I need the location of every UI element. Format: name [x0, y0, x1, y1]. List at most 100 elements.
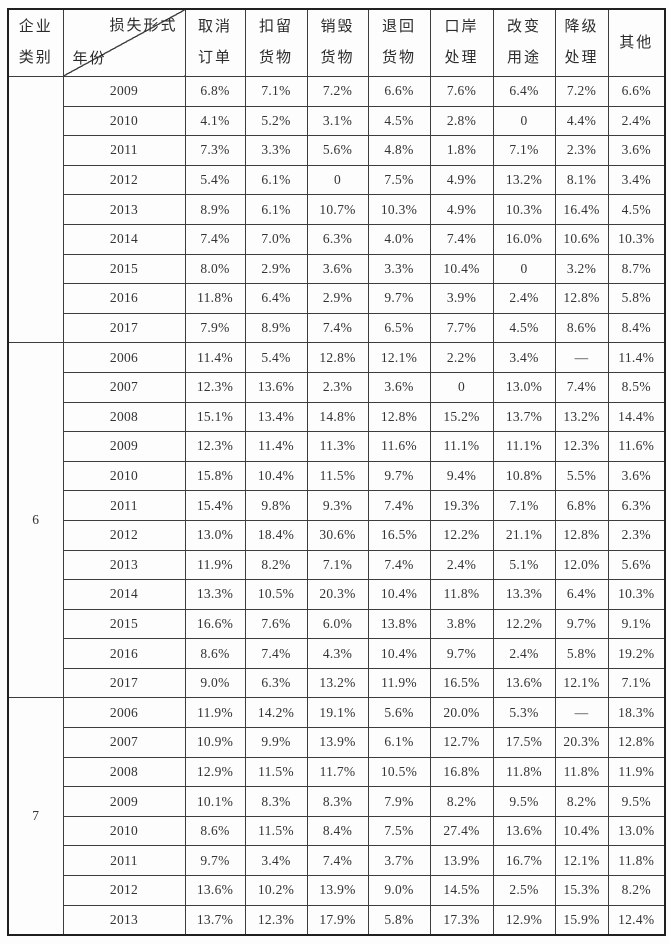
- value-cell: 13.4%: [244, 401, 308, 433]
- year-cell: 2007: [62, 727, 186, 758]
- table-row: 2014 13.3% 10.5% 20.3% 10.4% 11.8% 13.3% 6.4% 10…: [8, 579, 666, 610]
- col-header-return-goods: 退回 货物: [367, 8, 431, 77]
- value-cell: 6.4%: [492, 76, 556, 107]
- category-cell: [7, 75, 64, 344]
- value-cell: 16.4%: [554, 194, 609, 225]
- value-cell: 11.9%: [184, 697, 246, 729]
- value-cell: —: [554, 697, 609, 729]
- value-cell: 2.3%: [554, 135, 609, 166]
- value-cell: 2.4%: [429, 549, 494, 581]
- value-cell: 12.2%: [429, 519, 494, 551]
- value-cell: 7.6%: [244, 608, 308, 640]
- header-label: 降级: [564, 19, 599, 35]
- value-cell: 7.2%: [554, 76, 609, 107]
- value-cell: 11.4%: [607, 342, 666, 373]
- value-cell: 12.9%: [492, 904, 556, 936]
- value-cell: 5.4%: [244, 342, 308, 373]
- value-cell: 13.0%: [492, 371, 556, 403]
- value-cell: 9.7%: [367, 283, 431, 314]
- value-cell: 8.5%: [607, 371, 666, 403]
- value-cell: 12.3%: [554, 431, 609, 462]
- header-label: 企业: [18, 19, 53, 35]
- value-cell: 19.3%: [429, 490, 494, 521]
- value-cell: 9.7%: [367, 460, 431, 492]
- value-cell: 7.1%: [607, 667, 666, 699]
- value-cell: 5.8%: [607, 283, 666, 314]
- value-cell: 14.8%: [306, 401, 369, 433]
- value-cell: 12.8%: [306, 342, 369, 373]
- year-cell: 2010: [62, 815, 186, 847]
- value-cell: 9.7%: [184, 845, 246, 877]
- value-cell: 8.6%: [554, 312, 609, 344]
- value-cell: 10.4%: [367, 638, 431, 669]
- value-cell: 12.8%: [554, 519, 609, 551]
- col-header-port-disposal: 口岸 处理: [429, 8, 494, 77]
- category-cell: 7: [7, 697, 64, 936]
- table-row: 6 2006 11.4% 5.4% 12.8% 12.1% 2.2% 3.4% —11.4%: [7, 342, 666, 699]
- value-cell: 5.2%: [244, 105, 308, 137]
- header-label: 其他: [619, 34, 654, 51]
- table-row: 2012 13.6% 10.2% 13.9% 9.0% 14.5% 2.5% 15.3% 8.2…: [8, 875, 666, 906]
- value-cell: 12.8%: [367, 401, 431, 433]
- value-cell: 7.4%: [244, 638, 308, 669]
- value-cell: 6.8%: [184, 76, 246, 107]
- value-cell: 15.1%: [184, 401, 246, 433]
- value-cell: 9.5%: [607, 786, 666, 817]
- value-cell: 10.2%: [244, 875, 308, 906]
- table-row: 2012 13.0% 18.4% 30.6% 16.5% 12.2% 21.1% 12.8% 2…: [8, 519, 666, 551]
- value-cell: 0: [429, 371, 494, 403]
- value-cell: 4.4%: [554, 105, 609, 137]
- value-cell: 13.9%: [429, 845, 494, 877]
- table-row: 2008 15.1% 13.4% 14.8% 12.8% 15.2% 13.7% 13.2% 1…: [8, 401, 666, 433]
- value-cell: 6.6%: [607, 76, 666, 107]
- value-cell: 5.6%: [306, 135, 369, 166]
- value-cell: 4.0%: [367, 223, 431, 255]
- value-cell: 7.2%: [306, 76, 369, 107]
- value-cell: 8.7%: [607, 253, 666, 285]
- table-row: 2007 10.9% 9.9% 13.9% 6.1% 12.7% 17.5% 20.3% 12.…: [8, 727, 666, 758]
- value-cell: 17.5%: [492, 727, 556, 758]
- value-cell: 4.9%: [429, 164, 494, 196]
- value-cell: 13.9%: [306, 875, 369, 906]
- value-cell: 16.5%: [367, 519, 431, 551]
- value-cell: 15.3%: [554, 875, 609, 906]
- value-cell: 10.4%: [429, 253, 494, 285]
- year-cell: 2012: [62, 164, 186, 196]
- table-row: 2007 12.3% 13.6% 2.3% 3.6% 0 13.0% 7.4% 8.5%: [8, 371, 666, 403]
- header-label: 订单: [197, 50, 232, 66]
- value-cell: 5.3%: [492, 697, 556, 729]
- value-cell: 5.8%: [367, 904, 431, 936]
- value-cell: 5.8%: [554, 638, 609, 669]
- value-cell: 9.4%: [429, 460, 494, 492]
- value-cell: 11.8%: [554, 756, 609, 788]
- value-cell: 9.7%: [429, 638, 494, 669]
- value-cell: 3.4%: [244, 845, 308, 877]
- value-cell: 27.4%: [429, 815, 494, 847]
- value-cell: 11.9%: [367, 667, 431, 699]
- col-header-downgrade-disposal: 降级 处理: [554, 8, 609, 77]
- value-cell: 15.4%: [184, 490, 246, 521]
- value-cell: 2.4%: [607, 105, 666, 137]
- value-cell: 7.1%: [492, 135, 556, 166]
- value-cell: 0: [492, 253, 556, 285]
- table-row: 2010 8.6% 11.5% 8.4% 7.5% 27.4% 13.6% 10.4% 13.0…: [8, 815, 666, 847]
- value-cell: 8.2%: [607, 875, 666, 906]
- value-cell: 2.4%: [492, 638, 556, 669]
- value-cell: 15.2%: [429, 401, 494, 433]
- value-cell: 3.6%: [367, 371, 431, 403]
- value-cell: 11.5%: [244, 756, 308, 788]
- value-cell: 11.5%: [306, 460, 369, 492]
- value-cell: 20.3%: [306, 579, 369, 610]
- value-cell: 4.8%: [367, 135, 431, 166]
- table-row: 2009 12.3% 11.4% 11.3% 11.6% 11.1% 11.1% 12.3% 1…: [8, 431, 666, 462]
- value-cell: 2.3%: [306, 371, 369, 403]
- table-row: 2012 5.4% 6.1% 0 7.5% 4.9% 13.2% 8.1% 3.4%: [8, 164, 666, 196]
- value-cell: 12.3%: [184, 431, 246, 462]
- col-header-other: 其他: [607, 8, 666, 77]
- col-header-detain-goods: 扣留 货物: [244, 8, 308, 77]
- col-header-cancel-order: 取消 订单: [184, 8, 246, 77]
- value-cell: 4.5%: [367, 105, 431, 137]
- value-cell: 13.9%: [306, 727, 369, 758]
- year-cell: 2016: [62, 283, 186, 314]
